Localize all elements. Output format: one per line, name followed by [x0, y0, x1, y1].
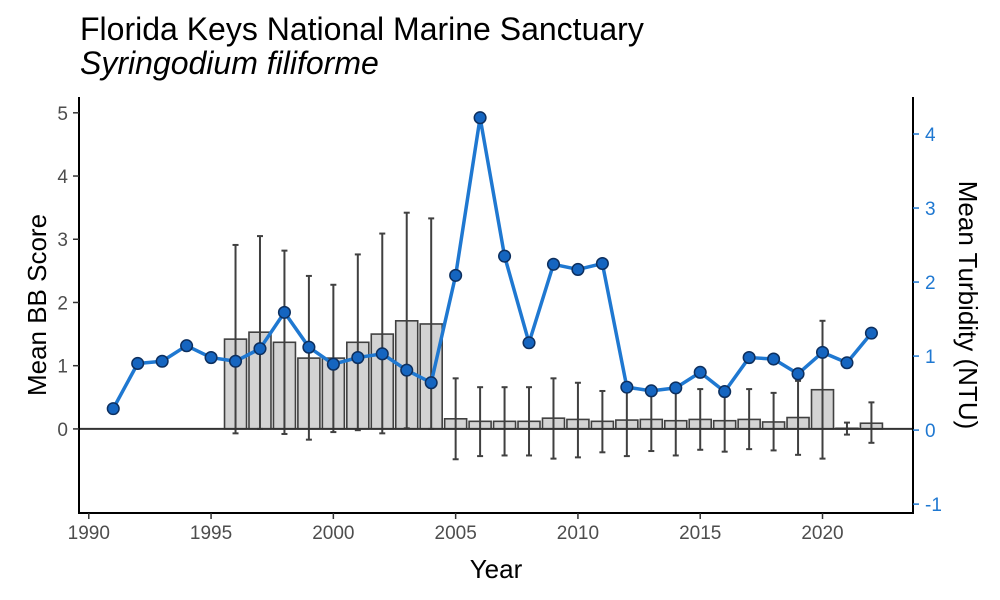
y-axis-title: Mean BB Score [22, 214, 52, 396]
turbidity-point [351, 351, 365, 365]
turbidity-points-layer [106, 111, 878, 416]
turbidity-point [718, 385, 732, 399]
turbidity-point [228, 354, 243, 368]
turbidity-point [155, 354, 169, 368]
turbidity-point [644, 384, 658, 398]
turbidity-point [864, 326, 878, 340]
turbidity-point [204, 351, 218, 365]
turbidity-point [424, 376, 438, 390]
x-tick-label: 2015 [679, 523, 721, 544]
y-left-ticks: 0 1 2 3 4 5 [57, 104, 79, 441]
turbidity-point [791, 367, 805, 381]
x-axis-title: Year [470, 554, 523, 584]
y-right-ticks: -1 0 1 2 3 4 [913, 125, 942, 516]
turbidity-point [326, 357, 340, 371]
turbidity-point [449, 268, 463, 282]
turbidity-point [693, 365, 707, 379]
y2-axis-title: Mean Turbidity (NTU) [953, 181, 983, 430]
y-tick-label: 4 [57, 167, 68, 188]
y-tick-label: 2 [57, 293, 68, 314]
y-tick-label: 5 [57, 104, 68, 125]
turbidity-point [400, 363, 414, 377]
turbidity-point [742, 351, 756, 365]
x-tick-label: 1990 [68, 523, 110, 544]
y2-tick-label: 0 [925, 421, 936, 442]
x-tick-label: 2000 [312, 523, 354, 544]
turbidity-point [253, 342, 267, 356]
x-tick-label: 2005 [435, 523, 477, 544]
x-tick-label: 2020 [801, 523, 843, 544]
y2-tick-label: 1 [925, 347, 936, 368]
chart-title: Florida Keys National Marine Sanctuary [80, 11, 644, 47]
x-tick-label: 1995 [190, 523, 232, 544]
y-tick-label: 1 [57, 357, 68, 378]
turbidity-point [571, 262, 585, 277]
turbidity-point [595, 257, 609, 271]
turbidity-point [620, 380, 634, 394]
turbidity-point [302, 340, 316, 354]
turbidity-point [106, 402, 120, 416]
y-tick-label: 0 [57, 420, 68, 441]
turbidity-point [840, 356, 854, 370]
turbidity-point [767, 352, 781, 366]
turbidity-point [546, 257, 561, 271]
turbidity-point [669, 381, 683, 395]
y2-tick-label: 3 [925, 199, 936, 220]
chart-subtitle: Syringodium filiforme [80, 45, 379, 81]
y2-tick-label: 4 [925, 125, 936, 146]
turbidity-point [375, 347, 389, 361]
x-tick-label: 2010 [557, 523, 599, 544]
y2-tick-label: 2 [925, 273, 936, 294]
turbidity-point [815, 345, 830, 359]
turbidity-point [180, 339, 194, 353]
turbidity-point [131, 356, 145, 371]
y-tick-label: 3 [57, 230, 68, 251]
y2-tick-label: -1 [925, 495, 942, 516]
turbidity-point [277, 305, 291, 319]
turbidity-point [522, 336, 536, 350]
turbidity-point [473, 111, 487, 125]
turbidity-point [498, 249, 512, 263]
x-ticks: 1990 1995 2000 2005 2010 2015 2020 [68, 513, 844, 544]
